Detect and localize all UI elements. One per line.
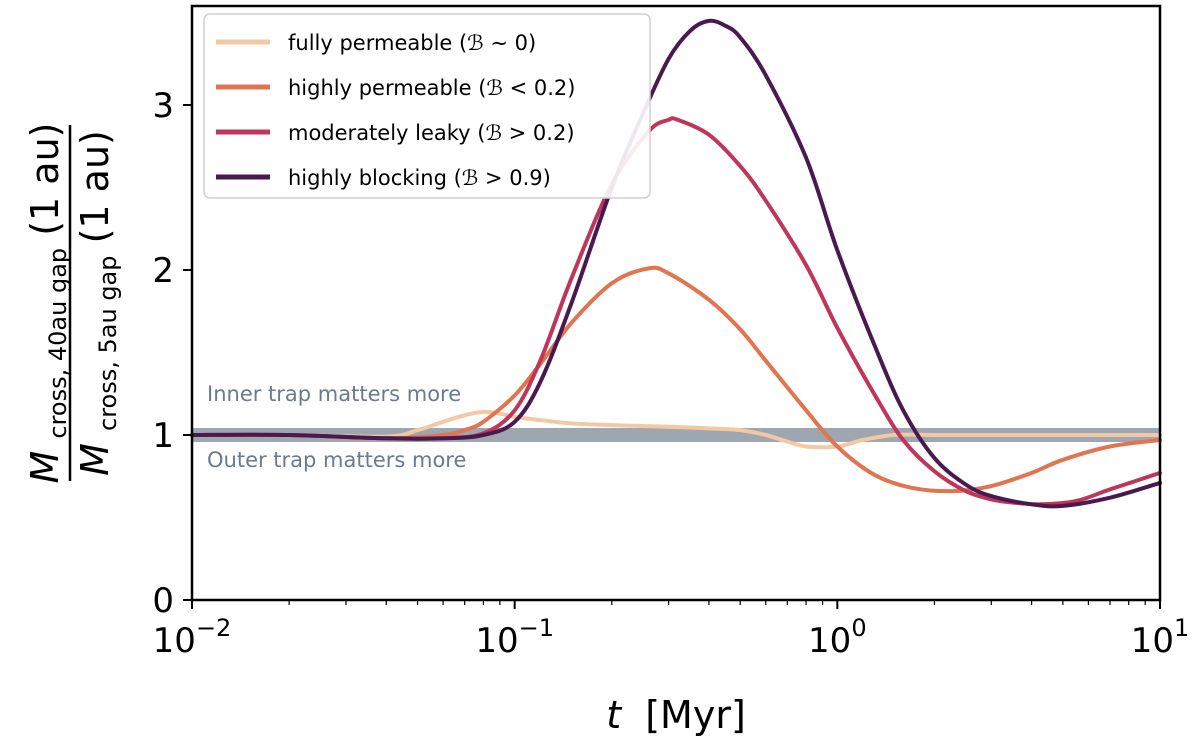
- x-tick-label: 101: [1131, 614, 1190, 661]
- x-tick-base: 10: [808, 621, 851, 661]
- x-axis-label: t [Myr]: [606, 693, 746, 737]
- y-den-var: M: [73, 443, 117, 476]
- y-den-sub: cross, 5au gap: [94, 256, 122, 431]
- legend-box: [203, 13, 651, 199]
- annotation-outer-trap: Outer trap matters more: [207, 448, 466, 472]
- x-axis-variable: t: [606, 693, 623, 737]
- x-tick-base: 10: [475, 621, 518, 661]
- y-tick-label: 0: [152, 581, 174, 621]
- x-tick-base: 10: [153, 621, 196, 661]
- legend-items: fully permeable (ℬ ∼ 0) highly permeable …: [216, 31, 575, 190]
- x-tick-exponent: −1: [519, 614, 554, 642]
- y-tick-label: 2: [152, 251, 174, 291]
- x-tick-base: 10: [1131, 621, 1174, 661]
- plot-frame: [190, 4, 1162, 602]
- x-tick-label: 100: [808, 614, 867, 661]
- series-lines: [190, 18, 1162, 509]
- x-tick-label: 10−2: [153, 614, 232, 661]
- y-axis-numerator: M cross, 40au gap (1 au): [23, 122, 75, 483]
- y-num-var: M: [23, 451, 67, 484]
- y-axis-label: M cross, 40au gap (1 au) M cross, 5au ga…: [23, 122, 125, 483]
- annotation-inner-trap: Inner trap matters more: [207, 382, 461, 406]
- x-axis-unit: [Myr]: [645, 693, 746, 737]
- x-tick-exponent: −2: [196, 614, 231, 642]
- x-tick-exponent: 1: [1174, 614, 1189, 642]
- y-num-arg: (1 au): [23, 122, 67, 235]
- y-tick-label: 1: [152, 416, 174, 456]
- x-tick-label: 10−1: [475, 614, 554, 661]
- series-line-2: [190, 265, 1162, 494]
- legend-label-2: highly permeable (ℬ < 0.2): [288, 76, 575, 100]
- legend-label-3: moderately leaky (ℬ > 0.2): [288, 121, 575, 145]
- y-tick-label: 3: [152, 86, 174, 126]
- series-line-4: [190, 18, 1162, 509]
- y-num-sub: cross, 40au gap: [44, 248, 72, 439]
- y-den-arg: (1 au): [73, 130, 117, 243]
- legend-label-4: highly blocking (ℬ > 0.9): [288, 166, 551, 190]
- x-tick-exponent: 0: [851, 614, 866, 642]
- legend-label-1: fully permeable (ℬ ∼ 0): [288, 31, 536, 55]
- y-axis-denominator: M cross, 5au gap (1 au): [73, 130, 125, 476]
- legend: fully permeable (ℬ ∼ 0) highly permeable …: [203, 13, 651, 199]
